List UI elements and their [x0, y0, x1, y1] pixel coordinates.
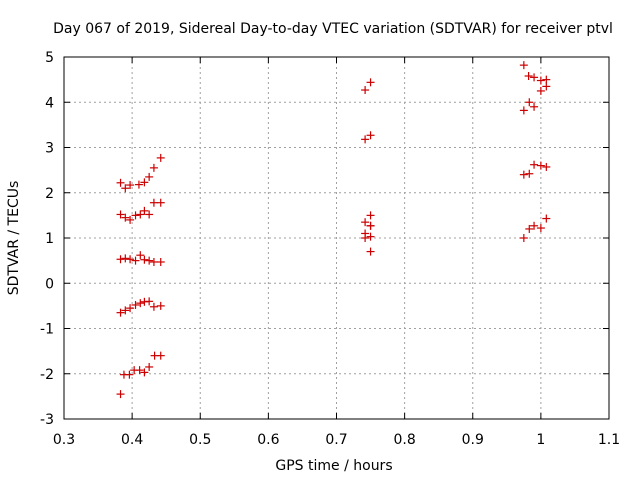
data-point — [366, 211, 375, 220]
data-point — [116, 178, 125, 187]
data-point — [525, 169, 534, 178]
data-point — [121, 213, 130, 222]
data-point — [125, 370, 134, 379]
data-point — [361, 135, 370, 144]
x-tick-label: 0.7 — [325, 432, 347, 448]
data-point — [140, 368, 149, 377]
data-point — [524, 72, 533, 81]
data-point — [140, 206, 149, 215]
x-tick-label: 0.4 — [121, 432, 143, 448]
data-point — [542, 162, 551, 171]
y-axis-label: SDTVAR / TECUs — [6, 181, 22, 296]
data-point — [366, 247, 375, 256]
data-point — [145, 362, 154, 371]
data-point — [536, 161, 545, 170]
data-point — [519, 106, 528, 115]
data-point — [530, 73, 539, 82]
data-point — [525, 224, 534, 233]
y-tick-label: -1 — [40, 322, 54, 338]
data-point — [131, 211, 140, 220]
x-tick-label: 1 — [536, 432, 545, 448]
y-tick-label: -2 — [40, 367, 54, 383]
data-points — [116, 61, 551, 399]
data-point — [542, 75, 551, 84]
data-point — [131, 300, 140, 309]
data-point — [121, 254, 130, 263]
data-point — [134, 180, 143, 189]
data-point — [156, 198, 165, 207]
data-point — [542, 214, 551, 223]
y-tick-label: 1 — [45, 231, 54, 247]
data-point — [366, 221, 375, 230]
x-axis-label: GPS time / hours — [275, 458, 392, 474]
data-point — [126, 304, 135, 313]
x-tick-label: 0.3 — [53, 432, 75, 448]
data-point — [361, 218, 370, 227]
y-tick-label: -3 — [40, 412, 54, 428]
data-point — [156, 153, 165, 162]
y-tick-label: 0 — [45, 276, 54, 292]
data-point — [366, 78, 375, 87]
data-point — [530, 221, 539, 230]
data-point — [149, 257, 158, 266]
x-tick-label: 1.1 — [598, 432, 620, 448]
data-point — [145, 297, 154, 306]
data-point — [156, 257, 165, 266]
data-point — [525, 98, 534, 107]
data-point — [145, 172, 154, 181]
data-point — [530, 102, 539, 111]
data-point — [126, 181, 135, 190]
data-point — [140, 178, 149, 187]
grid-lines — [64, 57, 609, 419]
y-tick-label: 3 — [45, 141, 54, 157]
data-point — [145, 256, 154, 265]
data-point — [536, 224, 545, 233]
data-point — [366, 232, 375, 241]
data-point — [116, 308, 125, 317]
data-point — [140, 255, 149, 264]
data-point — [519, 61, 528, 70]
data-point — [366, 131, 375, 140]
data-point — [519, 234, 528, 242]
data-point — [542, 82, 551, 91]
data-point — [131, 256, 140, 265]
data-point — [136, 299, 145, 308]
x-tick-label: 0.5 — [189, 432, 211, 448]
data-point — [156, 351, 165, 360]
data-point — [361, 234, 370, 242]
data-point — [116, 390, 125, 399]
axis-ticks: 0.3 0.4 0.5 0.6 0.7 0.8 0.9 1 1.1 -3 -2 -1 0 1 2 3 4 5 — [40, 50, 620, 448]
y-tick-label: 4 — [45, 95, 54, 111]
data-point — [536, 76, 545, 85]
data-point — [136, 251, 145, 260]
chart-title: Day 067 of 2019, Sidereal Day-to-day VTE… — [53, 21, 613, 37]
x-tick-label: 0.8 — [393, 432, 415, 448]
data-point — [116, 210, 125, 219]
y-tick-label: 5 — [45, 50, 54, 66]
x-tick-label: 0.9 — [462, 432, 484, 448]
x-tick-label: 0.6 — [257, 432, 279, 448]
data-point — [361, 86, 370, 95]
data-point — [536, 86, 545, 95]
data-point — [121, 184, 130, 193]
data-point — [149, 302, 158, 311]
data-point — [156, 301, 165, 310]
y-tick-label: 2 — [45, 186, 54, 202]
data-point — [149, 163, 158, 172]
data-point — [121, 306, 130, 315]
data-point — [145, 210, 154, 219]
data-point — [135, 366, 144, 375]
data-point — [149, 198, 158, 207]
data-point — [126, 255, 135, 264]
data-point — [126, 215, 135, 224]
data-point — [530, 160, 539, 169]
data-point — [116, 255, 125, 264]
data-point — [136, 210, 145, 219]
data-point — [519, 170, 528, 179]
